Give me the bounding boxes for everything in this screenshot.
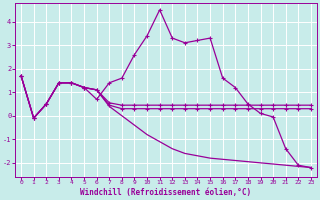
X-axis label: Windchill (Refroidissement éolien,°C): Windchill (Refroidissement éolien,°C) — [80, 188, 252, 197]
